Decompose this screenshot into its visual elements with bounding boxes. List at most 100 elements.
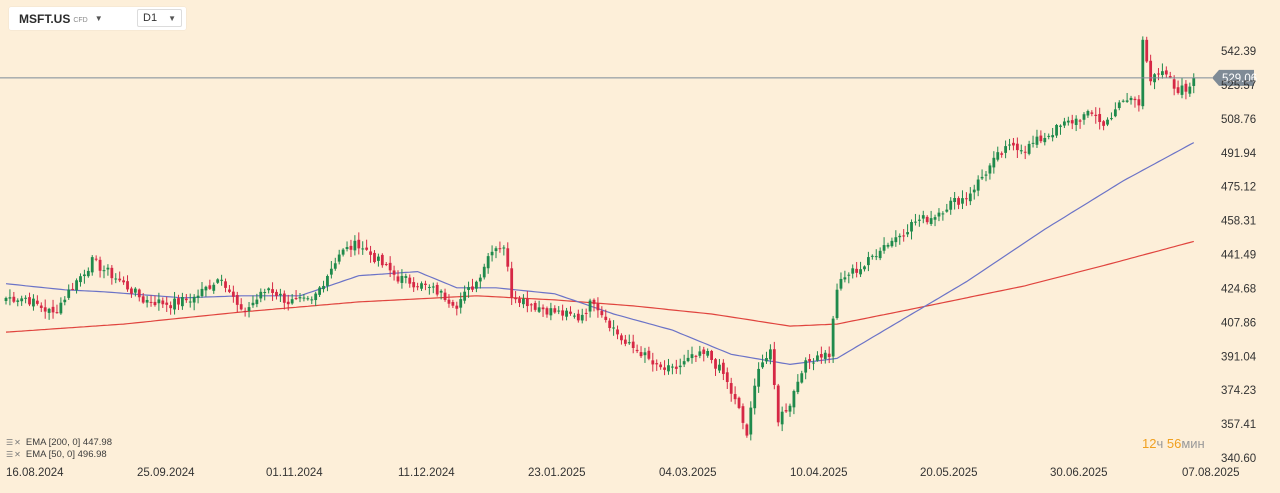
candle-body — [106, 267, 110, 270]
candle-body — [498, 248, 502, 250]
candle-body — [184, 298, 188, 301]
candle-body — [1192, 77, 1196, 86]
y-tick-label: 391.04 — [1221, 351, 1257, 363]
candle-body — [745, 424, 749, 436]
candle-body — [181, 297, 184, 307]
candle-body — [1102, 121, 1105, 126]
candle-body — [639, 352, 643, 357]
candle-body — [333, 263, 337, 269]
chevron-down-icon: ▼ — [168, 13, 176, 23]
candle-body — [541, 307, 545, 310]
candle-body — [173, 298, 176, 310]
symbol-selector[interactable]: MSFT.US CFD ▼ — [9, 7, 103, 30]
candle-body — [263, 292, 267, 294]
candle-body — [565, 310, 568, 317]
candle-body — [537, 307, 541, 312]
candle-body — [145, 299, 149, 303]
candle-body — [130, 288, 133, 294]
candle-body — [388, 262, 392, 271]
candle-body — [620, 335, 623, 341]
candle-body — [816, 355, 819, 361]
candle-body — [1164, 70, 1168, 75]
candle-body — [341, 249, 345, 255]
x-tick-label: 30.06.2025 — [1050, 467, 1108, 479]
candle-body — [306, 298, 310, 300]
candle-body — [549, 308, 553, 316]
candle-body — [28, 297, 31, 305]
candle-body — [1125, 100, 1129, 102]
candle-body — [533, 302, 537, 310]
candle-body — [1004, 146, 1007, 153]
candle-body — [823, 352, 827, 359]
settings-lines-icon[interactable]: ☰ — [6, 438, 14, 447]
candle-body — [608, 320, 612, 329]
settings-lines-icon[interactable]: ☰ — [6, 450, 14, 459]
candle-body — [251, 302, 255, 306]
candle-body — [1133, 98, 1137, 101]
candle-body — [1078, 120, 1082, 122]
candle-body — [177, 298, 180, 305]
candle-body — [349, 245, 353, 250]
close-icon[interactable]: ✕ — [14, 438, 21, 447]
candle-body — [631, 341, 635, 348]
candle-body — [329, 268, 333, 275]
candle-body — [702, 349, 706, 354]
candle-body — [459, 299, 463, 308]
candle-body — [941, 213, 945, 215]
candle-body — [114, 278, 118, 280]
candle-body — [353, 240, 357, 251]
candle-body — [972, 189, 976, 193]
candle-body — [784, 410, 788, 412]
candle-body — [878, 250, 882, 259]
candle-body — [478, 277, 482, 282]
candle-body — [678, 365, 682, 368]
candle-body — [514, 297, 517, 300]
candle-body — [965, 198, 968, 200]
indicator-label: EMA [50, 0] — [25, 449, 75, 460]
timeframe-selector[interactable]: D1 ▼ — [137, 9, 182, 27]
candle-body — [953, 198, 957, 202]
candle-body — [102, 270, 106, 272]
candle-body — [137, 289, 141, 298]
countdown-minutes-unit: мин — [1181, 436, 1205, 451]
candle-body — [584, 312, 588, 314]
candle-countdown: 12ч 56мин — [1142, 436, 1205, 451]
candle-body — [463, 291, 467, 301]
candle-body — [1063, 121, 1066, 126]
candle-body — [1047, 135, 1051, 137]
candle-body — [647, 350, 651, 359]
candle-body — [847, 274, 851, 276]
y-tick-label: 424.68 — [1221, 283, 1256, 295]
price-axis: 542.39 525.57 508.76 491.94 475.12 458.31 441.… — [1221, 46, 1257, 465]
candle-body — [819, 354, 823, 358]
candle-body — [1113, 109, 1117, 117]
close-icon[interactable]: ✕ — [14, 450, 21, 459]
candle-body — [929, 218, 933, 224]
candle-body — [1106, 119, 1109, 125]
indicator-ema200: ☰ ✕ EMA [200, 0] 447.98 — [6, 437, 112, 449]
x-tick-label: 23.01.2025 — [528, 467, 586, 479]
candle-body — [396, 276, 400, 282]
candle-body — [455, 305, 459, 309]
candle-body — [239, 304, 243, 310]
candle-body — [761, 362, 764, 368]
candle-body — [79, 276, 82, 283]
x-tick-label: 04.03.2025 — [659, 467, 717, 479]
candle-body — [267, 288, 271, 291]
ema50-layer — [5, 142, 1195, 366]
candle-body — [412, 282, 416, 288]
candle-body — [600, 310, 604, 316]
candle-body — [780, 411, 784, 425]
candle-body — [1145, 39, 1149, 62]
symbol-name: MSFT.US — [19, 11, 71, 26]
candle-body — [659, 364, 663, 368]
candle-body — [1129, 97, 1133, 101]
candle-body — [1082, 114, 1086, 120]
candle-body — [1098, 114, 1102, 123]
candle-body — [118, 278, 122, 281]
y-tick-label: 458.31 — [1221, 216, 1256, 228]
candle-body — [886, 244, 890, 247]
candle-body — [235, 295, 239, 305]
